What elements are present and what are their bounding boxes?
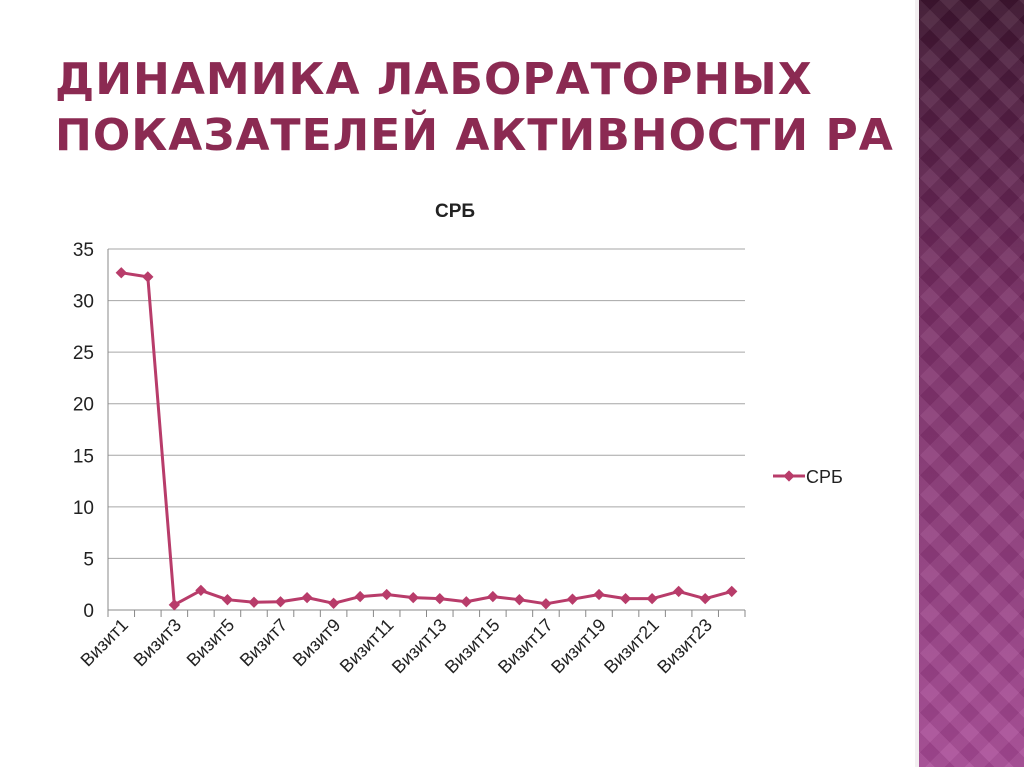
x-tick-label: Визит1 — [77, 615, 133, 671]
data-point — [566, 593, 579, 605]
y-tick-label: 35 — [73, 240, 94, 261]
data-point — [593, 588, 605, 601]
x-tick-label: Визит13 — [388, 615, 451, 678]
x-tick-label: Визит11 — [336, 615, 398, 677]
y-tick-label: 30 — [73, 292, 94, 313]
x-tick-label: Визит15 — [441, 615, 504, 678]
x-tick-label: Визит17 — [494, 615, 557, 678]
y-tick-label: 0 — [83, 601, 94, 622]
data-point — [540, 598, 552, 610]
data-point — [407, 591, 419, 604]
slide-title: ДИНАМИКА ЛАБОРАТОРНЫХ ПОКАЗАТЕЛЕЙ АКТИВН… — [55, 52, 894, 164]
data-point — [221, 594, 234, 606]
y-tick-label: 10 — [73, 498, 94, 519]
data-point — [248, 596, 260, 608]
data-point — [168, 599, 181, 611]
series-line — [121, 271, 733, 607]
data-point — [646, 592, 658, 605]
y-tick-label: 25 — [73, 343, 94, 364]
x-tick-label: Визит19 — [547, 615, 610, 678]
y-tick-label: 20 — [73, 395, 94, 416]
data-point — [487, 590, 499, 603]
data-point — [460, 596, 472, 608]
legend-marker — [783, 470, 795, 482]
y-tick-label: 5 — [83, 549, 94, 570]
y-tick-label: 15 — [73, 446, 94, 467]
title-line-2: ПОКАЗАТЕЛЕЙ АКТИВНОСТИ РА — [55, 110, 894, 161]
data-point — [381, 588, 393, 601]
data-point — [274, 596, 287, 608]
x-tick-label: Визит23 — [653, 615, 716, 678]
data-point — [513, 594, 526, 606]
data-point — [115, 267, 127, 279]
legend-label: СРБ — [806, 467, 843, 487]
data-point — [699, 592, 711, 605]
data-point — [354, 590, 366, 603]
data-point — [726, 585, 738, 598]
data-point — [672, 585, 685, 598]
x-tick-label: Визит3 — [130, 615, 186, 671]
data-point — [327, 597, 340, 609]
data-point — [142, 271, 154, 283]
x-tick-label: Визит21 — [600, 615, 663, 678]
data-point — [301, 591, 313, 604]
chart-title: СРБ — [435, 201, 475, 222]
legend: СРБ — [773, 467, 843, 487]
chart: СРБ 05101520253035Визит1Визит3Визит5Визи… — [73, 201, 843, 678]
data-point — [195, 584, 207, 597]
x-tick-label: Визит7 — [236, 615, 292, 671]
decorative-band — [915, 0, 1024, 767]
title-line-1: ДИНАМИКА ЛАБОРАТОРНЫХ — [55, 54, 813, 105]
x-tick-label: Визит5 — [183, 615, 239, 671]
data-point — [619, 592, 632, 605]
data-point — [434, 592, 446, 605]
